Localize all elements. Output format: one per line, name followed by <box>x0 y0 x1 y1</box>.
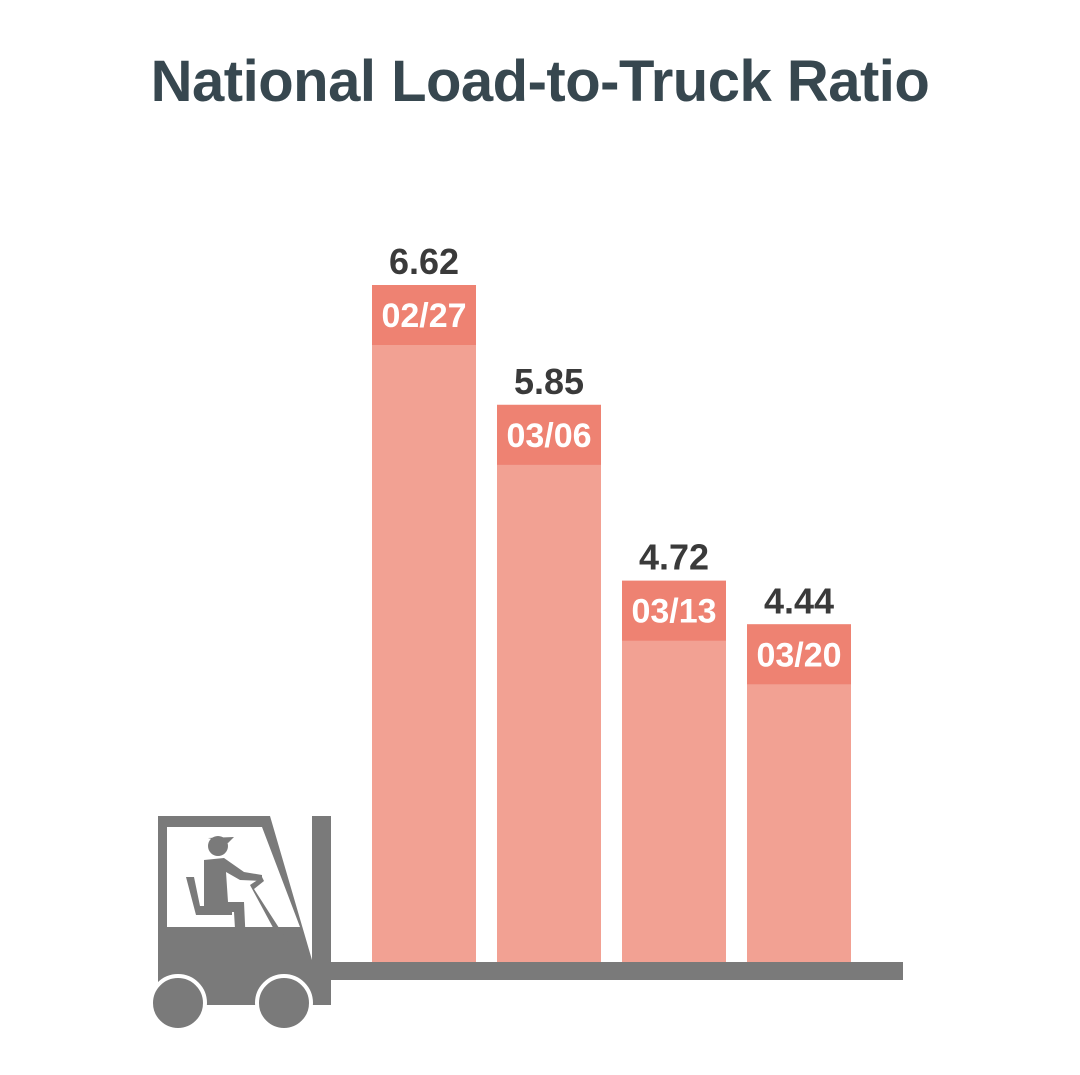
chart-title: National Load-to-Truck Ratio <box>150 49 930 114</box>
bar-date-band <box>747 624 851 685</box>
bar-date-band <box>372 285 476 345</box>
bar-value-label: 6.62 <box>389 241 459 282</box>
bar <box>372 285 476 962</box>
bar <box>622 580 726 962</box>
forklift-icon <box>149 816 903 1032</box>
bar-category-label: 03/06 <box>506 417 591 455</box>
bar-value-label: 4.72 <box>639 537 709 578</box>
bar-category-label: 03/20 <box>756 636 841 674</box>
bar-category-label: 02/27 <box>381 297 466 335</box>
bar-value-label: 4.44 <box>764 580 834 621</box>
bar-value-label: 5.85 <box>514 361 584 402</box>
bar <box>497 404 601 962</box>
bar-category-label: 03/13 <box>631 593 716 631</box>
bar-date-band <box>497 404 601 465</box>
bar-date-band <box>622 580 726 641</box>
